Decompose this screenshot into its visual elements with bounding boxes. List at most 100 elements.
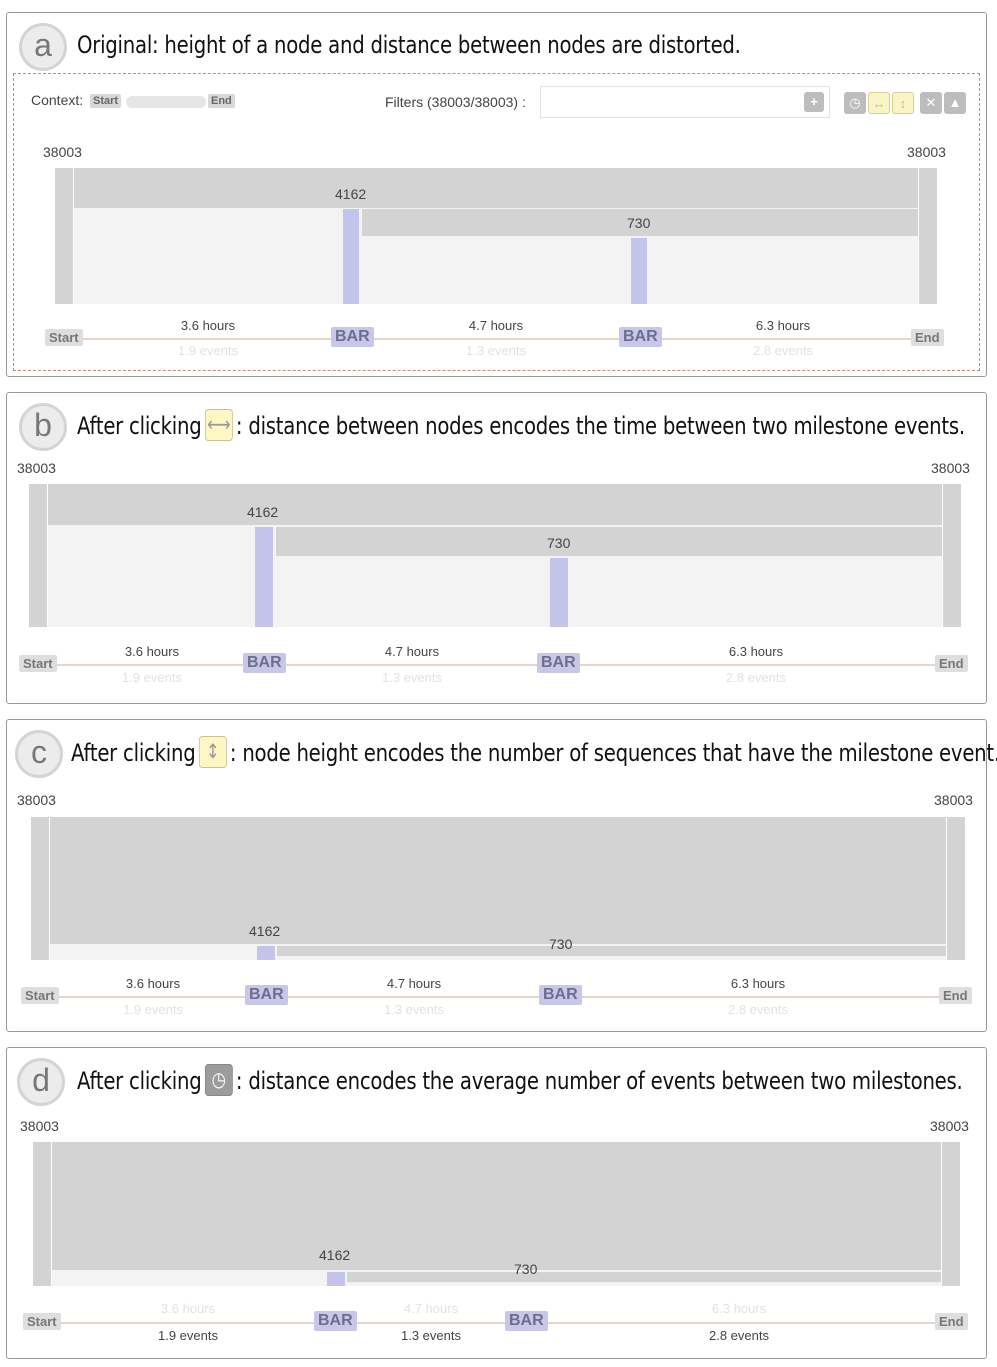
end-count: 38003 bbox=[934, 792, 973, 808]
clock-icon: ◷ bbox=[204, 1064, 233, 1096]
start-node[interactable] bbox=[31, 817, 49, 960]
flow-all bbox=[52, 1142, 941, 1270]
gap1-events: 1.9 events bbox=[122, 670, 182, 685]
dashed-frame: Context: Start End Filters (38003/38003)… bbox=[13, 73, 980, 371]
panel-letter-d: d bbox=[17, 1058, 65, 1106]
node1-count: 4162 bbox=[335, 186, 367, 202]
bar-node-2[interactable] bbox=[550, 558, 568, 627]
gap1-events: 1.9 events bbox=[178, 343, 238, 358]
flow-all bbox=[48, 484, 942, 525]
context-start[interactable]: Start bbox=[90, 94, 122, 108]
timeline-end: End bbox=[935, 1313, 968, 1330]
end-count: 38003 bbox=[907, 144, 946, 160]
filters-label: Filters (38003/38003) : bbox=[385, 94, 526, 110]
start-count: 38003 bbox=[17, 460, 56, 476]
close-icon[interactable]: ✕ bbox=[920, 92, 942, 114]
flow-all bbox=[50, 817, 946, 944]
timeline-bar-2[interactable]: BAR bbox=[619, 327, 662, 347]
timeline-bar-2[interactable]: BAR bbox=[539, 985, 582, 1005]
timeline bbox=[61, 1322, 937, 1324]
end-node[interactable] bbox=[919, 168, 937, 304]
end-count: 38003 bbox=[930, 1118, 969, 1134]
gap3-events: 2.8 events bbox=[728, 1002, 788, 1017]
start-count: 38003 bbox=[43, 144, 82, 160]
panel-c-title: After clicking ↕: node height encodes the… bbox=[71, 736, 997, 770]
bar-node-1[interactable] bbox=[257, 946, 275, 960]
node2-count: 730 bbox=[549, 936, 573, 952]
gap2-events: 1.3 events bbox=[382, 670, 442, 685]
gap2-events: 1.3 events bbox=[466, 343, 526, 358]
gap2-hours: 4.7 hours bbox=[384, 644, 440, 659]
panel-letter-a: a bbox=[19, 23, 67, 71]
gap3-events: 2.8 events bbox=[709, 1328, 769, 1343]
timeline-start: Start bbox=[45, 329, 83, 346]
flow-node1 bbox=[347, 1272, 941, 1282]
timeline-bar-2[interactable]: BAR bbox=[505, 1311, 548, 1331]
node2-count: 730 bbox=[514, 1261, 538, 1277]
node1-count: 4162 bbox=[249, 923, 281, 939]
end-count: 38003 bbox=[931, 460, 970, 476]
timeline-start: Start bbox=[23, 1313, 61, 1330]
horizontal-arrows-icon: ⟷ bbox=[204, 409, 233, 441]
end-node[interactable] bbox=[947, 817, 965, 960]
gap1-hours: 3.6 hours bbox=[125, 976, 181, 991]
caret-up-icon[interactable]: ▲ bbox=[944, 92, 966, 114]
timeline-end: End bbox=[939, 987, 972, 1004]
plus-icon[interactable]: + bbox=[804, 92, 824, 112]
timeline-bar-1[interactable]: BAR bbox=[331, 327, 374, 347]
start-node[interactable] bbox=[33, 1142, 51, 1286]
timeline bbox=[59, 996, 941, 998]
timeline-bar-1[interactable]: BAR bbox=[243, 653, 286, 673]
timeline bbox=[83, 338, 913, 340]
gap2-events: 1.3 events bbox=[384, 1002, 444, 1017]
start-node[interactable] bbox=[55, 168, 73, 304]
timeline-bar-1[interactable]: BAR bbox=[314, 1311, 357, 1331]
start-count: 38003 bbox=[17, 792, 56, 808]
start-node[interactable] bbox=[29, 484, 47, 627]
bar-node-1[interactable] bbox=[327, 1272, 345, 1286]
node2-count: 730 bbox=[547, 535, 571, 551]
gap1-hours: 3.6 hours bbox=[160, 1301, 216, 1316]
context-label: Context: bbox=[31, 92, 84, 108]
node2-count: 730 bbox=[627, 215, 651, 231]
gap3-events: 2.8 events bbox=[726, 670, 786, 685]
timeline-bar-2[interactable]: BAR bbox=[537, 653, 580, 673]
gap1-hours: 3.6 hours bbox=[124, 644, 180, 659]
flow-node1 bbox=[277, 946, 946, 956]
timeline-start: Start bbox=[19, 655, 57, 672]
clock-icon[interactable]: ◷ bbox=[844, 92, 866, 114]
vertical-arrows-icon: ↕ bbox=[198, 736, 227, 768]
bar-node-1[interactable] bbox=[343, 209, 359, 304]
node1-count: 4162 bbox=[247, 504, 279, 520]
gap1-events: 1.9 events bbox=[123, 1002, 183, 1017]
timeline-end: End bbox=[935, 655, 968, 672]
timeline bbox=[57, 664, 937, 666]
gap2-hours: 4.7 hours bbox=[386, 976, 442, 991]
flow-all bbox=[74, 168, 918, 208]
gap3-hours: 6.3 hours bbox=[728, 644, 784, 659]
bar-node-2[interactable] bbox=[631, 238, 647, 304]
panel-letter-c: c bbox=[15, 730, 63, 778]
filters-input[interactable] bbox=[540, 86, 830, 118]
gap3-hours: 6.3 hours bbox=[711, 1301, 767, 1316]
gap2-hours: 4.7 hours bbox=[403, 1301, 459, 1316]
vertical-arrows-icon[interactable]: ↕ bbox=[892, 92, 914, 114]
gap1-hours: 3.6 hours bbox=[180, 318, 236, 333]
panel-d: d After clicking ◷: distance encodes the … bbox=[6, 1047, 987, 1359]
timeline-bar-1[interactable]: BAR bbox=[245, 985, 288, 1005]
gap3-events: 2.8 events bbox=[753, 343, 813, 358]
horizontal-arrows-icon[interactable]: ↔ bbox=[868, 92, 890, 114]
context-end[interactable]: End bbox=[208, 94, 235, 108]
end-node[interactable] bbox=[942, 1142, 960, 1286]
context-slider[interactable] bbox=[126, 96, 206, 108]
end-node[interactable] bbox=[943, 484, 961, 627]
timeline-start: Start bbox=[21, 987, 59, 1004]
flow-node1 bbox=[362, 209, 918, 236]
panel-a: a Original: height of a node and distanc… bbox=[6, 12, 987, 377]
gap2-hours: 4.7 hours bbox=[468, 318, 524, 333]
node1-count: 4162 bbox=[319, 1247, 351, 1263]
gap1-events: 1.9 events bbox=[158, 1328, 218, 1343]
bar-node-1[interactable] bbox=[255, 527, 273, 627]
flow-node1 bbox=[276, 527, 942, 556]
panel-b: b After clicking ⟷: distance between node… bbox=[6, 392, 987, 704]
